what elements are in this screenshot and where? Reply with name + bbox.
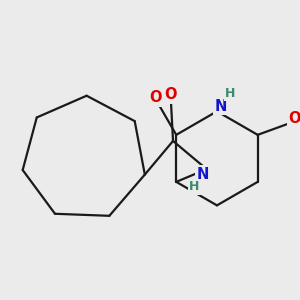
Text: H: H: [189, 180, 199, 194]
Text: H: H: [225, 87, 236, 100]
Text: N: N: [196, 167, 208, 182]
Text: N: N: [215, 99, 227, 114]
Text: O: O: [150, 90, 162, 105]
Text: O: O: [288, 111, 300, 126]
Text: O: O: [165, 88, 177, 103]
